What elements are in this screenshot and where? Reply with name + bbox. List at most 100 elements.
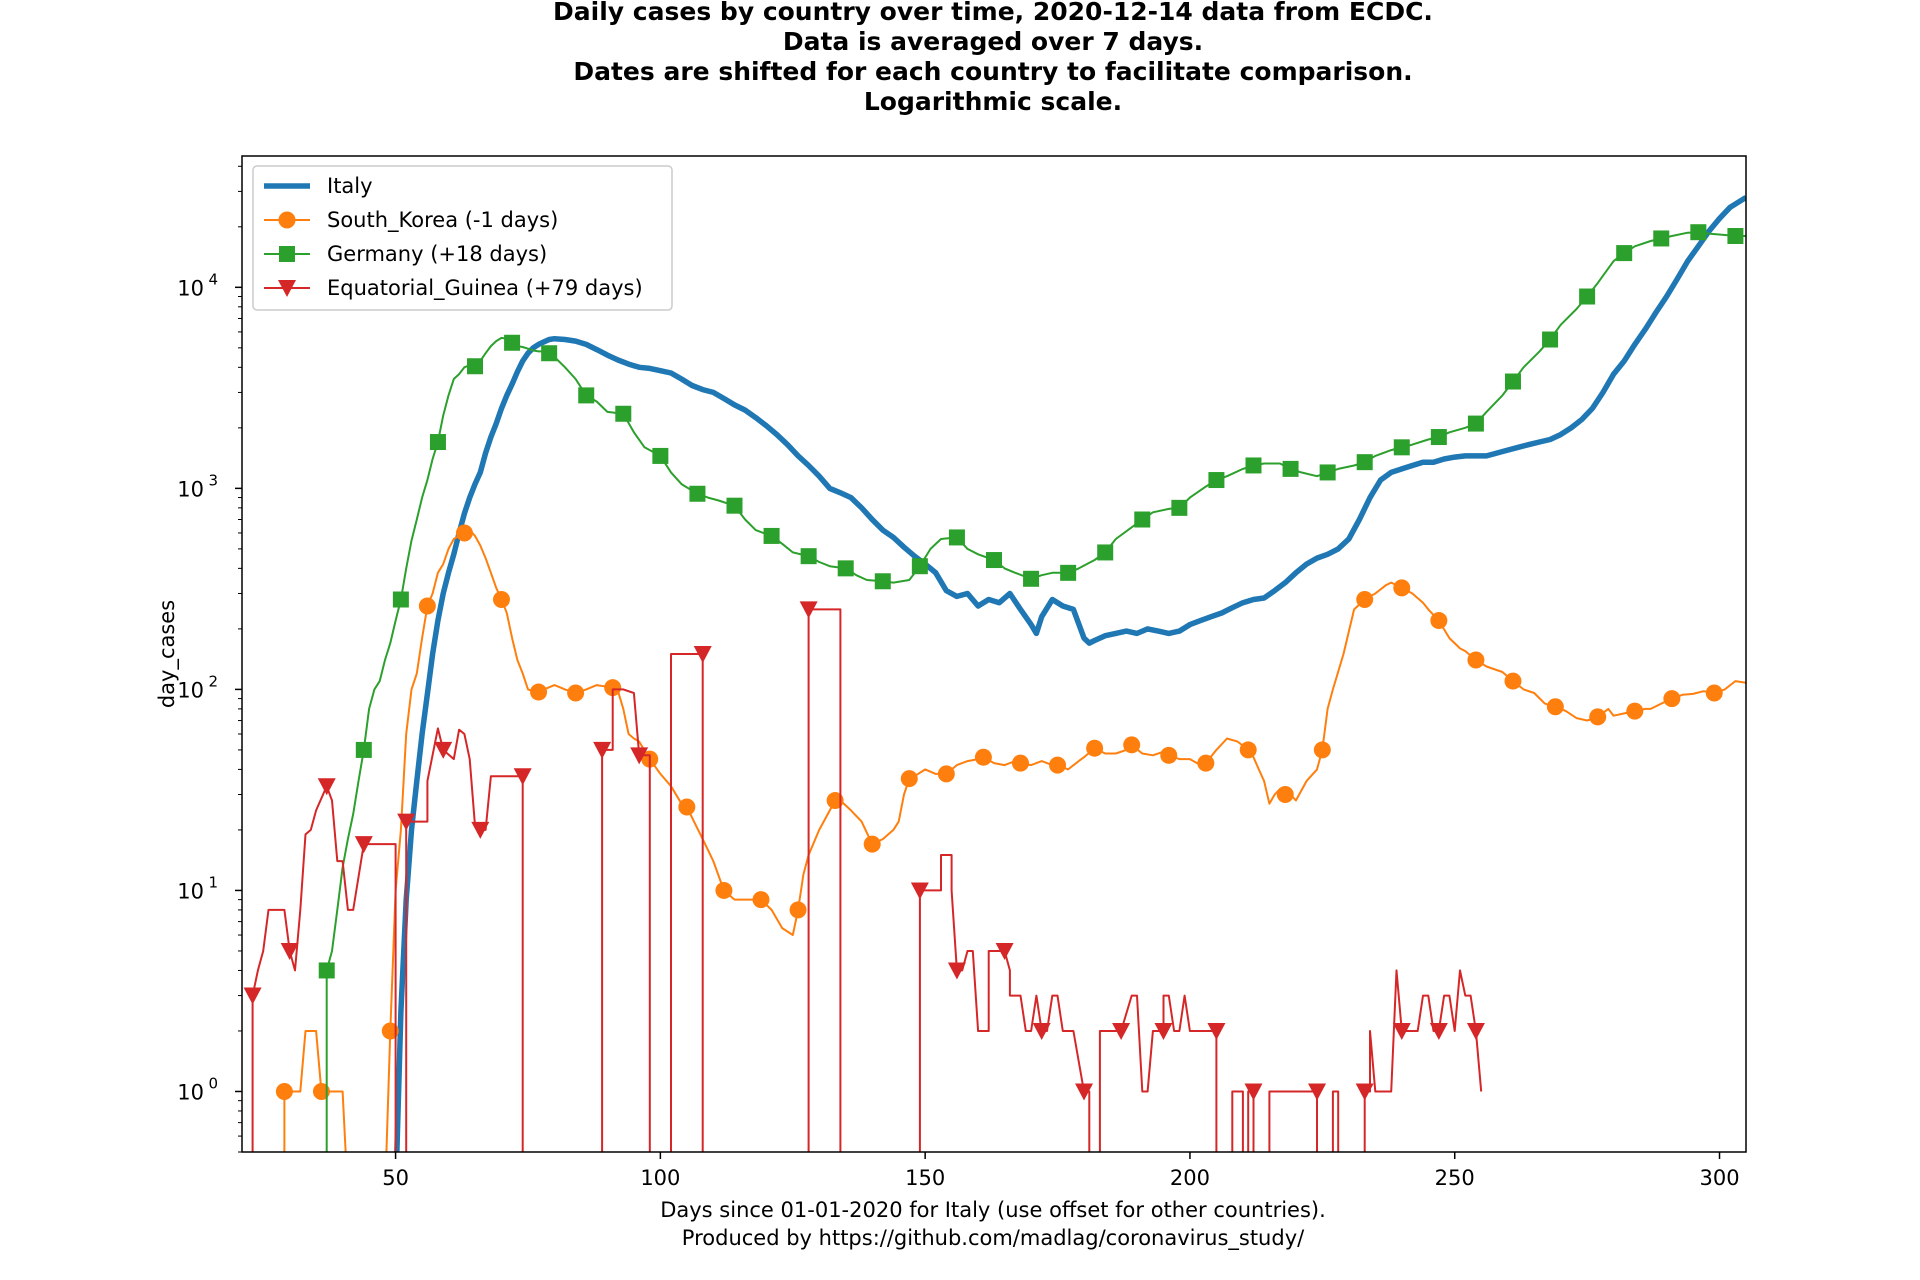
data-point (578, 387, 595, 404)
data-point (1356, 591, 1374, 609)
data-point (1546, 698, 1564, 716)
data-point (1393, 439, 1410, 456)
y-tick-exponent: 0 (208, 1074, 218, 1092)
data-point (418, 597, 436, 615)
x-tick-label: 250 (1435, 1166, 1475, 1190)
data-point (1276, 786, 1294, 804)
y-tick-exponent: 4 (208, 270, 218, 288)
data-point (1086, 739, 1104, 757)
data-point (1663, 690, 1681, 708)
data-point (1504, 373, 1521, 390)
data-point (1075, 1083, 1094, 1101)
series-3 (243, 601, 1485, 1152)
x-tick-label: 150 (905, 1166, 945, 1190)
data-point (1430, 429, 1447, 446)
data-point (1616, 245, 1633, 262)
data-point (726, 497, 743, 514)
data-point (1049, 756, 1067, 774)
data-point (455, 524, 473, 542)
data-point (541, 345, 558, 362)
data-point (1032, 1022, 1051, 1040)
data-point (863, 835, 881, 853)
y-tick-label: 10 (177, 276, 204, 300)
legend-label: Germany (+18 days) (327, 242, 547, 266)
data-point (392, 591, 409, 608)
data-point (492, 591, 510, 609)
data-point (1239, 741, 1257, 759)
data-point (1208, 472, 1225, 489)
data-point (752, 891, 770, 909)
data-point (397, 813, 416, 831)
data-point (630, 747, 649, 765)
data-point (1626, 702, 1644, 720)
data-point (1160, 746, 1178, 764)
data-point (1245, 457, 1262, 474)
data-point (434, 741, 453, 759)
data-point (1011, 754, 1029, 772)
series-line (251, 608, 1483, 1152)
legend-item: South_Korea (-1 days) (264, 208, 558, 233)
data-point (1154, 1022, 1173, 1040)
data-point (1112, 1022, 1131, 1040)
data-point (1171, 499, 1188, 516)
legend-item: Italy (264, 174, 373, 198)
legend-marker (279, 246, 295, 262)
legend-label: South_Korea (-1 days) (327, 208, 558, 233)
data-point (530, 683, 548, 701)
data-point (1282, 460, 1299, 477)
legend-box (252, 165, 673, 311)
legend-item: Equatorial_Guinea (+79 days) (264, 276, 643, 301)
y-tick-label: 10 (177, 1080, 204, 1104)
data-point (948, 529, 965, 546)
title-line-2: Data is averaged over 7 days. (783, 27, 1203, 56)
data-point (1356, 454, 1373, 471)
data-point (1579, 288, 1596, 305)
y-tick-label: 10 (177, 678, 204, 702)
legend-marker (278, 280, 296, 297)
data-point (243, 987, 262, 1005)
data-point (1504, 672, 1522, 690)
data-point (471, 821, 490, 839)
data-point (1123, 736, 1141, 754)
data-point (318, 962, 335, 979)
data-point (604, 679, 622, 697)
data-point (1467, 651, 1485, 669)
data-point (280, 942, 299, 960)
data-point (1653, 230, 1670, 247)
data-point (1690, 224, 1707, 241)
data-point (1134, 511, 1151, 528)
y-tick-exponent: 3 (208, 471, 218, 489)
data-point (1467, 415, 1484, 432)
data-point (974, 748, 992, 766)
data-point (1727, 228, 1744, 245)
data-point (504, 334, 521, 351)
data-point (937, 765, 955, 783)
data-point (1319, 464, 1336, 481)
series-layer (243, 195, 1746, 1152)
data-point (652, 447, 669, 464)
data-point (800, 548, 817, 565)
y-tick-label: 10 (177, 879, 204, 903)
series-0 (394, 195, 1746, 1152)
data-point (678, 798, 696, 816)
title-line-4: Logarithmic scale. (864, 87, 1122, 116)
legend-label: Italy (327, 174, 373, 198)
data-point (1207, 1022, 1226, 1040)
data-point (789, 901, 807, 919)
y-tick-exponent: 2 (208, 672, 218, 690)
x-tick-label: 100 (640, 1166, 680, 1190)
data-point (986, 552, 1002, 569)
legend: Italy South_Korea (-1 days) Germany (+18 d… (252, 165, 673, 311)
x-tick-label: 50 (382, 1166, 409, 1190)
data-point (1466, 1022, 1485, 1040)
data-point (567, 684, 585, 702)
data-point (275, 1082, 293, 1100)
data-point (615, 405, 632, 422)
data-point (995, 942, 1014, 960)
y-tick-exponent: 1 (208, 873, 218, 891)
data-point (1313, 741, 1331, 759)
data-point (689, 485, 706, 502)
y-axis-label: day_cases (155, 600, 180, 708)
